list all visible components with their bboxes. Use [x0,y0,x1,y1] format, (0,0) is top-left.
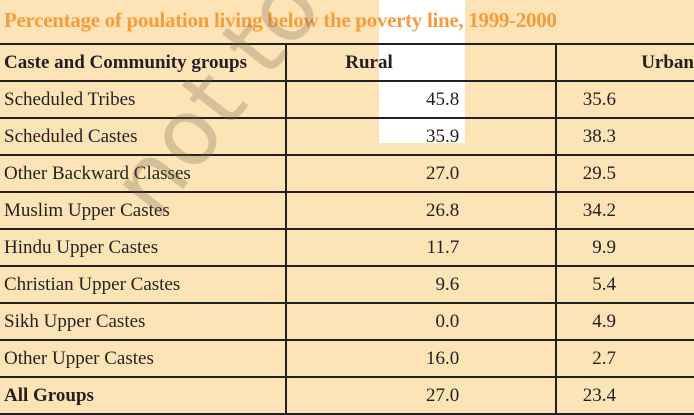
urban-cell: 23.4 [556,376,694,415]
table-row: Other Upper Castes 16.0 2.7 [0,339,694,378]
group-cell: Other Upper Castes [0,339,288,378]
urban-cell: 9.9 [556,228,694,267]
poverty-table: Caste and Community groups Rural Urban S… [0,43,694,415]
group-cell: Sikh Upper Castes [0,302,288,341]
group-cell: Scheduled Tribes [0,80,288,119]
group-cell: Muslim Upper Castes [0,191,288,230]
urban-cell: 38.3 [556,117,694,156]
urban-cell: 2.7 [556,339,694,378]
group-cell: All Groups [0,376,288,415]
rural-cell: 16.0 [286,339,558,378]
table-row: Other Backward Classes 27.0 29.5 [0,154,694,193]
rural-cell: 0.0 [286,302,558,341]
header-rural: Rural [286,43,558,82]
table-row: Scheduled Tribes 45.8 35.6 [0,80,694,119]
rural-cell: 26.8 [286,191,558,230]
rural-cell: 35.9 [286,117,558,156]
table-row: Scheduled Castes 35.9 38.3 [0,117,694,156]
rural-cell: 27.0 [286,154,558,193]
group-cell: Other Backward Classes [0,154,288,193]
table-row: Sikh Upper Castes 0.0 4.9 [0,302,694,341]
group-cell: Scheduled Castes [0,117,288,156]
urban-cell: 34.2 [556,191,694,230]
table-row: Christian Upper Castes 9.6 5.4 [0,265,694,304]
rural-cell: 9.6 [286,265,558,304]
urban-cell: 35.6 [556,80,694,119]
rural-cell: 11.7 [286,228,558,267]
table-total-row: All Groups 27.0 23.4 [0,376,694,415]
table-title: Percentage of poulation living below the… [4,8,557,32]
header-group: Caste and Community groups [0,43,288,82]
header-urban: Urban [556,43,694,82]
urban-cell: 29.5 [556,154,694,193]
urban-cell: 4.9 [556,302,694,341]
table-row: Muslim Upper Castes 26.8 34.2 [0,191,694,230]
urban-cell: 5.4 [556,265,694,304]
table-header-row: Caste and Community groups Rural Urban [0,43,694,82]
group-cell: Christian Upper Castes [0,265,288,304]
table-row: Hindu Upper Castes 11.7 9.9 [0,228,694,267]
rural-cell: 27.0 [286,376,558,415]
group-cell: Hindu Upper Castes [0,228,288,267]
rural-cell: 45.8 [286,80,558,119]
